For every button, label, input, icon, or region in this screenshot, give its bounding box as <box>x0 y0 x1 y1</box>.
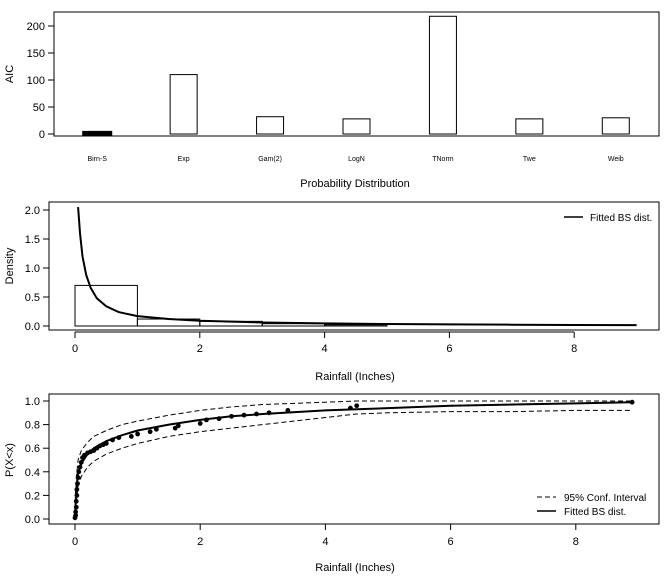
density-y-axis-label: Density <box>4 247 16 284</box>
aic-category-label: Gam(2) <box>258 156 282 163</box>
cdf-data-point <box>175 423 181 429</box>
density-y-tick-label: 1.0 <box>25 263 40 275</box>
cdf-data-point <box>103 441 109 446</box>
cdf-x-tick-label: 2 <box>197 536 203 548</box>
density-legend-fitted-label: Fitted BS dist. <box>590 213 652 224</box>
cdf-plot-frame <box>48 393 660 525</box>
density-legend: Fitted BS dist. <box>564 213 652 224</box>
cdf-data-point <box>348 405 353 411</box>
aic-category-label: Twe <box>523 156 536 163</box>
cdf-data-point <box>128 434 134 439</box>
cdf-legend-ci-label: 95% Conf. Interval <box>564 493 646 504</box>
cdf-confidence-bound <box>74 400 633 511</box>
cdf-data-point <box>75 475 81 481</box>
density-x-tick-label: 0 <box>72 343 78 355</box>
density-chart: 0 2 4 6 8 0.0 0.5 1.0 1.5 2.0 Fitted BS dist. Ra… <box>4 201 660 383</box>
cdf-fitted-curve <box>74 401 633 517</box>
cdf-data-point <box>76 469 82 475</box>
aic-bar-chart: 0 50 100 150 200 Birn-S Exp Gam(2) LogN TNorm Twe… <box>4 11 660 190</box>
cdf-data-point <box>75 481 80 486</box>
aic-bar <box>601 117 630 135</box>
aic-y-axis-label: AIC <box>4 65 16 83</box>
cdf-y-tick-label: 0.8 <box>25 420 40 432</box>
aic-y-tick-label: 150 <box>27 48 45 60</box>
cdf-data-point <box>78 459 84 465</box>
density-x-tick-label: 2 <box>197 343 203 355</box>
density-y-tick-label: 0.5 <box>25 292 40 304</box>
cdf-x-tick-label: 0 <box>72 536 78 548</box>
aic-bar <box>256 116 285 135</box>
cdf-data-point <box>74 487 80 492</box>
cdf-data-point <box>254 411 259 417</box>
cdf-y-tick-label: 1.0 <box>25 396 40 408</box>
density-x-tick-label: 6 <box>446 343 452 355</box>
density-histogram-bar <box>324 324 388 327</box>
aic-bar <box>428 15 457 135</box>
aic-y-tick-label: 100 <box>27 75 45 87</box>
aic-category-label: Weib <box>608 156 624 163</box>
cdf-data-point <box>73 504 79 510</box>
aic-category-label: LogN <box>348 156 365 163</box>
aic-plot-frame <box>53 11 660 137</box>
cdf-x-axis-label: Rainfall (Inches) <box>315 562 394 574</box>
cdf-data-point <box>73 498 79 504</box>
aic-y-tick-label: 200 <box>27 21 45 33</box>
cdf-legend: 95% Conf. Interval Fitted BS dist. <box>537 493 646 518</box>
density-x-axis-label: Rainfall (Inches) <box>315 371 394 383</box>
aic-bar <box>169 74 198 135</box>
cdf-data-point <box>153 426 159 432</box>
cdf-data-point <box>116 435 122 440</box>
cdf-data-point <box>135 431 141 437</box>
cdf-data-point <box>197 421 203 426</box>
cdf-y-tick-label: 0.0 <box>25 514 40 526</box>
cdf-y-axis-label: P(X<x) <box>4 443 16 477</box>
density-plot-frame <box>48 201 660 331</box>
cdf-data-point <box>229 413 234 419</box>
aic-x-axis-label: Probability Distribution <box>300 178 409 190</box>
density-x-tick-label: 4 <box>322 343 328 355</box>
aic-bar <box>342 118 371 135</box>
cdf-data-point <box>73 509 79 515</box>
aic-bar <box>82 130 113 136</box>
cdf-x-tick-label: 6 <box>448 536 454 548</box>
cdf-data-point <box>354 403 360 409</box>
density-x-tick-label: 8 <box>571 343 577 355</box>
cdf-data-point <box>285 408 291 413</box>
density-y-tick-label: 0.0 <box>25 321 40 333</box>
cdf-chart: 0 2 4 6 8 0.0 0.2 0.4 0.6 0.8 1.0 95% Conf. Inter… <box>4 393 660 574</box>
aic-category-label: Birn-S <box>87 156 107 163</box>
density-histogram-bar <box>74 284 138 327</box>
cdf-data-point <box>241 412 247 418</box>
cdf-x-tick-label: 8 <box>573 536 579 548</box>
cdf-data-point <box>216 416 222 422</box>
cdf-data-point <box>77 464 83 470</box>
aic-y-tick-label: 50 <box>33 102 45 114</box>
aic-category-label: Exp <box>178 156 190 163</box>
cdf-data-point <box>204 417 209 423</box>
aic-category-label: TNorm <box>432 156 454 163</box>
cdf-data-point <box>74 493 80 498</box>
cdf-y-tick-label: 0.6 <box>25 443 40 455</box>
cdf-y-tick-label: 0.4 <box>25 467 40 479</box>
density-fitted-curve <box>77 207 637 327</box>
cdf-data-point <box>147 429 153 435</box>
cdf-y-tick-label: 0.2 <box>25 490 40 502</box>
cdf-data-point <box>73 513 79 518</box>
cdf-data-point <box>266 410 272 416</box>
aic-y-tick-label: 0 <box>39 129 45 141</box>
density-y-tick-label: 1.5 <box>25 234 40 246</box>
cdf-x-tick-label: 4 <box>322 536 328 548</box>
cdf-legend-fitted-label: Fitted BS dist. <box>564 507 626 518</box>
aic-bar <box>515 118 544 135</box>
cdf-data-point <box>629 399 635 405</box>
density-y-tick-label: 2.0 <box>25 205 40 217</box>
cdf-data-point <box>110 437 115 443</box>
